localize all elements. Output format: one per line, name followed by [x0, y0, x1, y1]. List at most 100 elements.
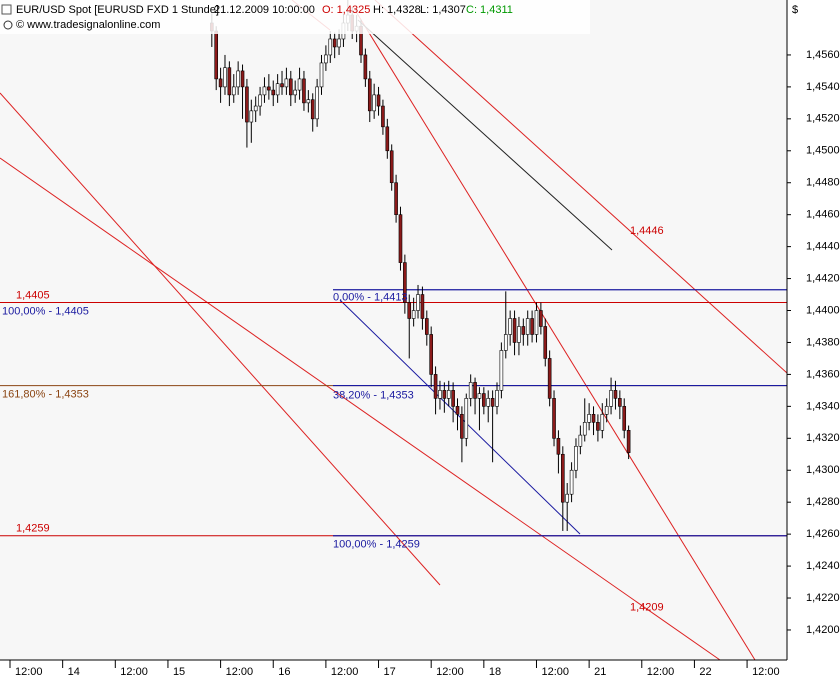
y-tick-label: 1,4540	[806, 81, 840, 93]
candle-body	[424, 318, 429, 335]
x-tick-label: 12:00	[120, 666, 148, 678]
y-tick-label: 1,4480	[806, 177, 840, 189]
y-tick-label: 1,4560	[806, 49, 840, 61]
candle-body	[490, 398, 495, 407]
level-label: 0,00% - 1,4413	[333, 292, 408, 304]
candle-body	[486, 398, 491, 407]
candle-body	[543, 326, 548, 359]
x-tick-label: 17	[384, 666, 396, 678]
y-tick-label: 1,4420	[806, 272, 840, 284]
candle-body	[253, 105, 258, 112]
candle-body	[446, 390, 451, 399]
header-bg	[0, 0, 590, 34]
trend-line	[0, 92, 441, 586]
candle-body	[367, 78, 372, 112]
candle-body	[438, 390, 442, 399]
candle-body	[227, 67, 232, 96]
y-tick-label: 1,4280	[806, 496, 840, 508]
axes: 1,4200 1,4220 1,4240 1,4260 1,4280 1,4300 1,43…	[9, 49, 840, 678]
candle-body	[249, 110, 254, 123]
candle-body	[433, 374, 438, 399]
candle-body	[429, 334, 433, 375]
candle-body	[398, 214, 403, 263]
candle-body	[460, 414, 464, 439]
candle-body	[508, 318, 512, 335]
candle-body	[275, 83, 280, 96]
candle-body	[411, 310, 416, 319]
candle-body	[613, 390, 618, 399]
candle-body	[372, 94, 376, 112]
candle-body	[442, 390, 447, 399]
ohlc-header: O: 1,4325 H: 1,4328 L: 1,4307 C: 1,4311	[322, 4, 513, 16]
x-tick-label: 16	[278, 666, 290, 678]
candle-body	[582, 422, 587, 436]
level-labels: 1,4405 100,00% - 1,4405 161,80% - 1,4353 1,…	[2, 225, 664, 614]
candle-body	[324, 54, 328, 64]
level-label: 1,4209	[630, 602, 664, 614]
candle-body	[468, 382, 473, 399]
candle-body	[328, 38, 333, 56]
candle-body	[315, 86, 319, 120]
candle-body	[604, 406, 609, 415]
candle-body	[561, 453, 565, 503]
y-tick-label: 1,4220	[806, 592, 840, 604]
candle-body	[332, 38, 337, 48]
candle-body	[293, 89, 297, 96]
candle-body	[389, 150, 394, 184]
candle-body	[477, 393, 482, 399]
ohlc-label: L: 1,4307	[420, 4, 466, 16]
y-tick-label: 1,4440	[806, 241, 840, 253]
candle-body	[310, 99, 315, 120]
candle-body	[385, 126, 390, 152]
candle-body	[337, 38, 341, 48]
y-tick-label: 1,4340	[806, 400, 840, 412]
x-tick-label: 15	[173, 666, 185, 678]
source: © www.tradesignalonline.com	[16, 19, 160, 31]
candle-body	[556, 437, 561, 455]
y-tick-label: 1,4460	[806, 209, 840, 221]
fib-line	[339, 299, 581, 535]
chart-datetime: 21.12.2009 10:00:00	[214, 4, 315, 16]
y-tick-label: 1,4520	[806, 113, 840, 125]
candle-body	[578, 434, 583, 447]
candle-body	[262, 86, 267, 96]
y-tick-label: 1,4500	[806, 145, 840, 157]
candle-body	[363, 54, 368, 80]
x-tick-label: 14	[68, 666, 80, 678]
candle-body	[271, 89, 276, 96]
candle-body	[218, 78, 223, 88]
candle-body	[376, 94, 381, 107]
candle-body	[455, 406, 460, 415]
candle-body	[574, 445, 578, 471]
candle-body	[245, 86, 249, 123]
candle-body	[306, 99, 311, 104]
candle-body	[512, 318, 517, 343]
candle-body	[319, 62, 324, 88]
trend-line	[354, 9, 756, 661]
candles	[210, 0, 631, 531]
level-label: 38,20% - 1,4353	[333, 389, 414, 401]
candle-body	[416, 294, 420, 311]
candle-body	[609, 390, 613, 407]
candle-body	[240, 70, 245, 88]
level-label: 161,80% - 1,4353	[2, 388, 89, 400]
candle-body	[626, 430, 631, 453]
x-tick-label: 12:00	[331, 666, 359, 678]
candle-body	[482, 393, 486, 407]
ohlc-label: H: 1,4328	[373, 4, 421, 16]
ohlc-label: C: 1,4311	[466, 4, 513, 16]
candle-body	[521, 326, 526, 335]
ohlc-label: O: 1,4325	[322, 4, 370, 16]
candle-body	[503, 334, 508, 351]
candle-body	[534, 310, 539, 335]
candle-body	[231, 86, 236, 96]
candle-body	[565, 493, 569, 503]
candle-body	[525, 318, 530, 335]
y-tick-label: 1,4300	[806, 464, 840, 476]
header-icon	[1, 4, 12, 15]
y-unit: $	[792, 4, 798, 16]
x-tick-label: 22	[699, 666, 711, 678]
candle-body	[547, 358, 552, 399]
y-tick-label: 1,4360	[806, 368, 840, 380]
